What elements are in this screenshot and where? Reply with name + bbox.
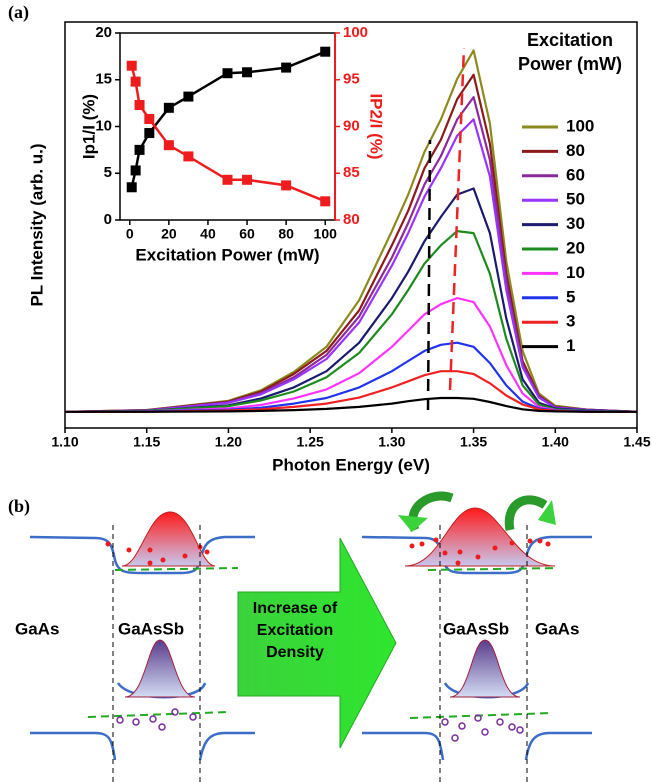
x-tick-label: 100 <box>314 226 338 242</box>
big-arrow <box>237 537 397 749</box>
x-tick-label: 0 <box>126 226 134 242</box>
y-tick-label: 5 <box>104 164 112 181</box>
panel-label: (a) <box>8 2 29 23</box>
legend-label: 100 <box>566 116 594 135</box>
x-tick-label: 20 <box>161 226 177 242</box>
y-tick-label: 15 <box>95 71 112 88</box>
marker <box>130 76 141 87</box>
material-label: GaAsSb <box>118 619 184 638</box>
series-line <box>130 65 326 203</box>
material-label: GaAs <box>535 619 579 638</box>
panel-label: (b) <box>8 496 30 517</box>
marker <box>222 68 233 79</box>
marker <box>144 114 155 125</box>
x-tick-label: 60 <box>239 226 255 242</box>
y-tick-label: 0 <box>104 211 112 228</box>
spectrum <box>65 370 637 413</box>
arrow-text: Increase of Excitation Density <box>252 600 338 661</box>
marker <box>163 102 174 113</box>
legend-label: 1 <box>566 336 575 355</box>
marker <box>134 144 145 155</box>
marker <box>242 67 253 78</box>
marker <box>183 91 194 102</box>
spectrum <box>64 297 638 413</box>
marker <box>134 99 145 110</box>
marker <box>183 151 194 162</box>
x-tick-label: 1.30 <box>378 434 405 450</box>
right-diagram <box>361 491 592 782</box>
y2-tick-label: 90 <box>343 117 360 134</box>
x-axis-label: Photon Energy (eV) <box>272 455 430 474</box>
series-line <box>130 50 326 188</box>
marker <box>126 60 137 71</box>
y-tick-label: 10 <box>95 117 112 134</box>
y-axis-label: Ip1/I (%) <box>79 94 98 159</box>
marker <box>242 174 253 185</box>
marker <box>320 46 331 57</box>
marker <box>320 196 331 207</box>
y2-tick-label: 80 <box>343 211 360 228</box>
marker <box>222 174 233 185</box>
marker <box>144 128 155 139</box>
x-tick-label: 1.10 <box>51 434 78 450</box>
spectrum <box>64 118 638 413</box>
x-tick-label: 1.35 <box>460 434 487 450</box>
y-tick-label: 20 <box>95 24 112 41</box>
material-label: GaAsSb <box>443 619 509 638</box>
x-tick-label: 1.45 <box>623 434 650 450</box>
legend-label: 30 <box>566 214 585 233</box>
x-tick-label: 40 <box>200 226 216 242</box>
legend-label: 80 <box>566 141 585 160</box>
y-axis-label: PL Intensity (arb. u.) <box>27 143 46 306</box>
marker <box>281 180 292 191</box>
x-tick-label: 1.25 <box>297 434 324 450</box>
spectrum <box>65 396 637 413</box>
legend-label: 60 <box>566 165 585 184</box>
peak-guide <box>426 139 432 411</box>
x-tick-label: 80 <box>278 226 294 242</box>
left-diagram <box>29 511 255 782</box>
inset-chart: 0 20 40 60 80 100 0 5 10 15 20 80 85 90 95 100 IP2/I (%)… <box>79 24 385 265</box>
y2-tick-label: 95 <box>343 71 360 88</box>
spectrum <box>64 49 638 413</box>
spectrum <box>64 187 638 413</box>
legend-label: 10 <box>566 263 585 282</box>
marker <box>281 62 292 73</box>
y2-tick-label: 85 <box>343 164 360 181</box>
x-axis-label: Excitation Power (mW) <box>135 245 319 264</box>
legend-label: 5 <box>566 287 575 306</box>
spectrum <box>64 341 638 413</box>
x-tick-label: 1.15 <box>133 434 160 450</box>
marker <box>163 140 174 151</box>
x-tick-label: 1.20 <box>215 434 242 450</box>
legend-title: Excitation Power (mW) <box>517 30 622 74</box>
y2-tick-label: 100 <box>343 24 368 41</box>
band-diagram <box>29 491 592 782</box>
legend-label: 20 <box>566 238 585 257</box>
material-label: GaAs <box>15 619 59 638</box>
marker <box>126 182 137 193</box>
legend-label: 50 <box>566 190 585 209</box>
x-tick-label: 1.40 <box>542 434 569 450</box>
y2-axis-label: IP2/I (%) <box>367 93 386 159</box>
spectrum <box>64 230 638 413</box>
marker <box>130 165 141 176</box>
peak-guide <box>448 47 466 391</box>
legend-label: 3 <box>566 312 575 331</box>
